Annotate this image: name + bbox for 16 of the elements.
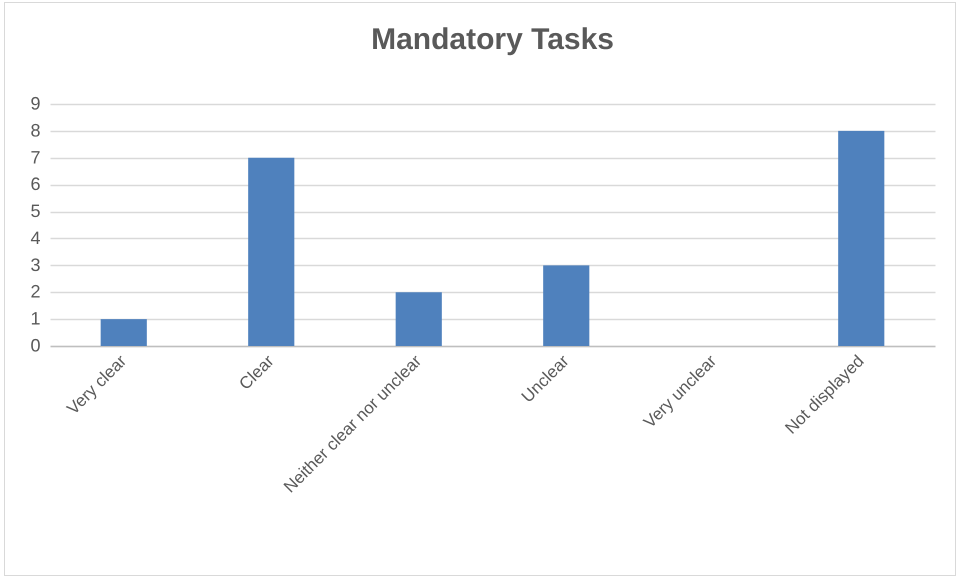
y-tick-label: 4 (30, 228, 40, 248)
y-tick-label: 7 (30, 147, 40, 168)
bar (100, 319, 147, 346)
y-tick-label: 2 (30, 282, 40, 302)
chart-title: Mandatory Tasks (371, 23, 614, 56)
bar (838, 130, 884, 346)
y-tick-label: 6 (30, 174, 40, 194)
y-tick-label: 3 (30, 254, 40, 275)
bar (248, 158, 294, 346)
bar (543, 265, 590, 346)
y-tick-label: 1 (30, 308, 40, 329)
y-tick-label: 9 (30, 94, 40, 114)
y-tick-label: 8 (30, 120, 40, 140)
y-tick-label: 0 (30, 336, 40, 356)
y-tick-label: 5 (30, 201, 40, 222)
bar (396, 292, 442, 346)
